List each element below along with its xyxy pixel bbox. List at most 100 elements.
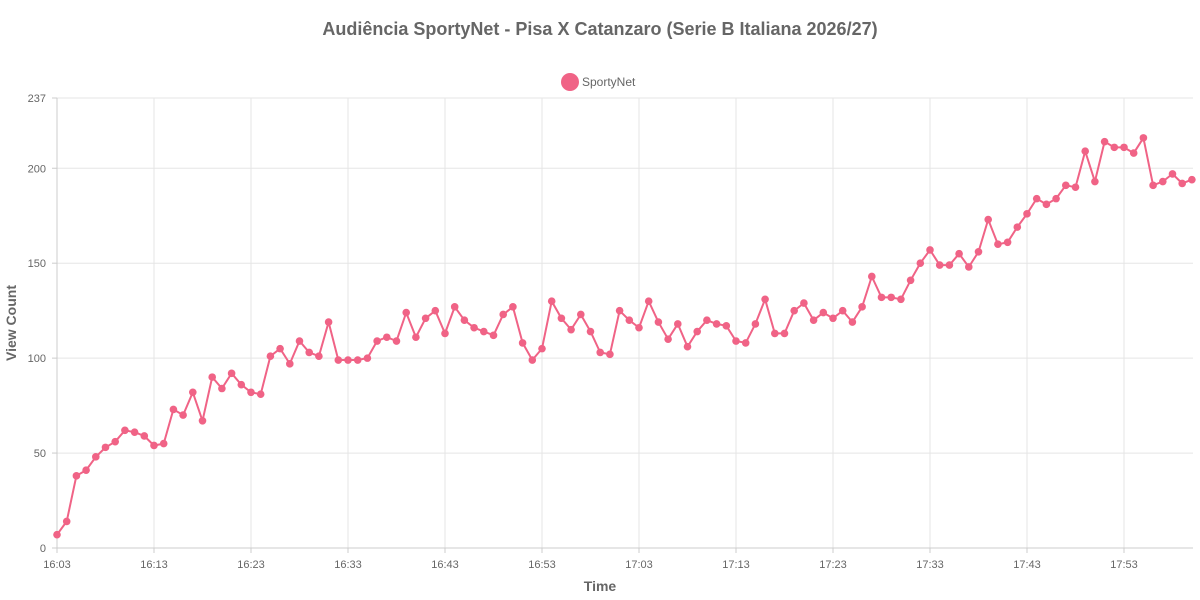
data-point[interactable] [683,342,692,351]
data-point[interactable] [489,331,498,340]
data-point[interactable] [1081,147,1089,155]
data-point[interactable] [1110,143,1119,152]
data-point[interactable] [829,314,837,323]
data-point[interactable] [198,416,207,425]
data-point[interactable] [1062,181,1070,190]
data-point[interactable] [838,306,847,315]
data-point[interactable] [392,337,401,345]
data-point[interactable] [722,322,731,330]
data-point[interactable] [470,323,478,332]
data-point[interactable] [509,303,517,311]
data-point[interactable] [664,335,672,343]
data-point[interactable] [402,308,411,317]
data-point[interactable] [965,263,973,271]
data-point[interactable] [208,373,216,381]
data-point[interactable] [1139,134,1148,142]
data-point[interactable] [1013,223,1022,231]
data-point[interactable] [596,348,604,357]
data-point[interactable] [460,316,469,324]
data-point[interactable] [1159,177,1167,186]
data-point[interactable] [800,299,808,307]
data-point[interactable] [693,327,701,336]
data-point[interactable] [159,439,168,448]
data-point[interactable] [247,388,255,397]
data-point[interactable] [1149,181,1157,190]
data-point[interactable] [955,249,963,258]
data-point[interactable] [916,259,925,267]
data-point[interactable] [92,453,100,461]
data-point[interactable] [1071,183,1080,192]
data-point[interactable] [169,405,178,414]
data-point[interactable] [82,466,90,474]
data-point[interactable] [732,337,740,345]
data-point[interactable] [703,316,711,324]
data-point[interactable] [1188,175,1196,184]
data-point[interactable] [654,318,663,326]
data-point[interactable] [1178,179,1186,188]
data-point[interactable] [101,443,110,452]
data-point[interactable] [363,354,372,362]
data-point[interactable] [877,293,886,302]
data-point[interactable] [538,344,546,353]
data-point[interactable] [644,297,653,305]
data-point[interactable] [1120,143,1128,152]
data-point[interactable] [256,390,265,399]
data-point[interactable] [674,320,682,328]
data-point[interactable] [1023,210,1031,218]
data-point[interactable] [887,293,895,302]
data-point[interactable] [237,380,246,389]
data-point[interactable] [974,247,983,256]
data-point[interactable] [62,517,71,526]
legend[interactable]: SportyNet [561,73,636,91]
data-point[interactable] [295,337,304,345]
data-point[interactable] [994,240,1002,249]
data-point[interactable] [334,356,343,364]
data-point[interactable] [790,306,798,315]
data-point[interactable] [577,310,585,319]
data-point[interactable] [848,318,857,326]
data-point[interactable] [741,339,750,347]
data-point[interactable] [935,261,944,269]
data-point[interactable] [518,339,527,347]
data-point[interactable] [480,327,488,336]
data-point[interactable] [761,295,769,304]
data-point[interactable] [130,428,139,436]
data-point[interactable] [751,320,760,328]
data-point[interactable] [557,314,566,323]
data-point[interactable] [353,356,362,364]
data-point[interactable] [586,327,595,336]
data-point[interactable] [1091,177,1099,186]
data-point[interactable] [373,337,381,345]
data-point[interactable] [528,356,537,364]
data-point[interactable] [858,303,866,311]
data-point[interactable] [72,472,81,480]
data-point[interactable] [1129,149,1138,157]
data-point[interactable] [441,329,449,338]
data-point[interactable] [305,348,314,357]
data-point[interactable] [771,329,779,338]
data-point[interactable] [1032,194,1041,203]
data-point[interactable] [945,261,954,269]
data-point[interactable] [111,437,119,446]
data-point[interactable] [780,329,789,338]
data-point[interactable] [625,316,634,324]
data-point[interactable] [1100,137,1109,146]
data-point[interactable] [635,323,643,332]
data-point[interactable] [1042,200,1051,209]
data-point[interactable] [315,352,323,361]
data-point[interactable] [868,272,876,281]
data-point[interactable] [1168,170,1177,178]
data-point[interactable] [499,310,508,319]
data-point[interactable] [383,333,391,342]
data-point[interactable] [431,306,440,315]
data-point[interactable] [276,344,284,353]
data-point[interactable] [179,411,187,419]
data-point[interactable] [140,432,149,440]
data-point[interactable] [712,320,721,328]
data-point[interactable] [809,316,818,324]
data-point[interactable] [906,276,915,285]
data-point[interactable] [227,369,236,378]
data-point[interactable] [53,530,61,539]
data-point[interactable] [324,318,333,326]
data-point[interactable] [1003,238,1012,247]
